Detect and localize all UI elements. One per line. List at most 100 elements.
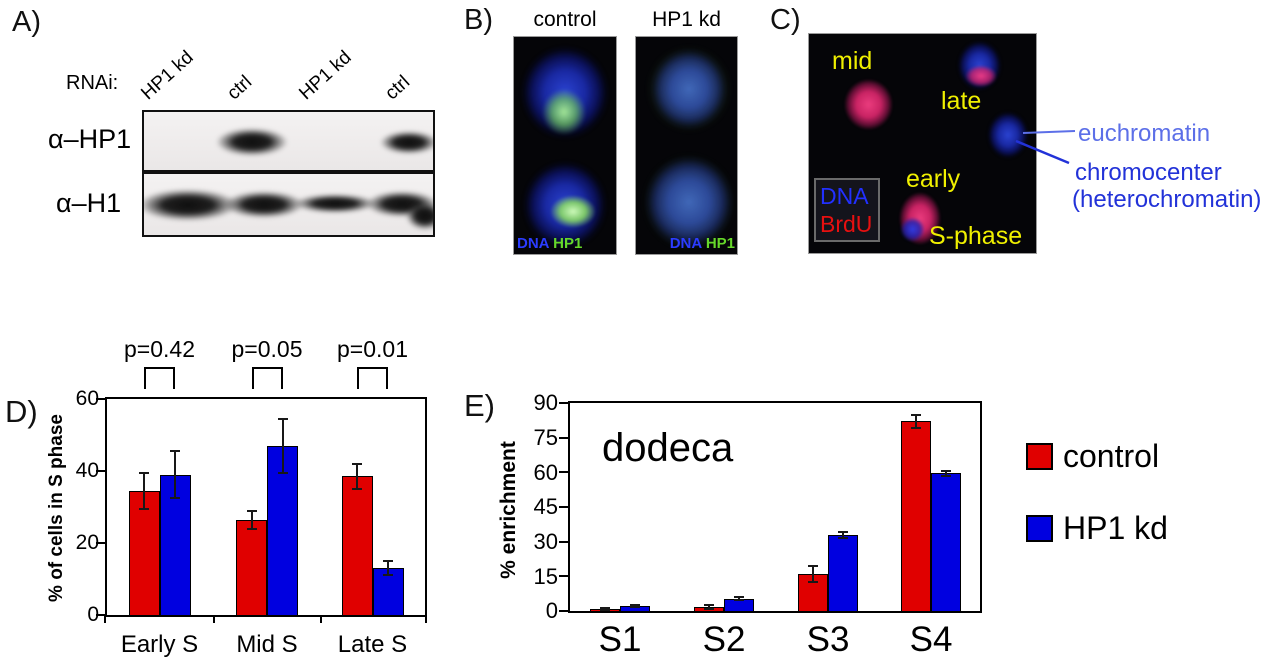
error-bar-line [812, 565, 814, 583]
error-bar-cap [630, 606, 640, 609]
y-tick-label: 40 [75, 458, 99, 482]
phase-label-early: early [906, 165, 961, 193]
error-bar-cap [352, 462, 362, 465]
blot-band [294, 194, 376, 213]
pvalue-bracket [144, 367, 175, 389]
hp1-focus [542, 89, 586, 135]
error-bar-cap [600, 608, 610, 611]
y-tick-label: 45 [533, 494, 558, 520]
b-image-control: DNA HP1 [513, 36, 617, 255]
error-bar-line [174, 451, 176, 498]
error-bar-cap [704, 608, 714, 611]
y-tick [559, 610, 568, 612]
error-bar-cap [170, 497, 180, 499]
error-bar-line [708, 605, 710, 610]
error-bar-cap [600, 606, 610, 609]
y-tick [559, 471, 568, 474]
y-tick-label: 60 [75, 386, 99, 410]
cell-nucleus [650, 48, 728, 130]
error-bar-line [915, 414, 917, 429]
blot-box-anti-hp1 [142, 110, 435, 172]
y-tick-label: 75 [533, 424, 558, 450]
error-bar-cap [838, 536, 848, 539]
error-bar-line [143, 472, 145, 509]
error-bar-line [250, 510, 253, 529]
error-bar-cap [139, 471, 149, 474]
pvalue-label: p=0.05 [231, 336, 303, 362]
error-bar-cap [139, 507, 149, 510]
error-bar-cap [383, 574, 393, 577]
blot-band [224, 191, 304, 218]
blot-band [406, 202, 433, 230]
x-category-label: Mid S [236, 631, 298, 658]
x-category-label: S3 [806, 620, 850, 659]
pvalue-label: p=0.01 [337, 336, 408, 362]
annotation-euchromatin: euchromatin [1078, 120, 1211, 147]
error-bar-cap [808, 564, 818, 567]
legend-dna-label: DNA [820, 183, 869, 209]
phase-label-mid: mid [832, 47, 873, 75]
chromocenter-pointer-line [1015, 139, 1070, 165]
y-tick [559, 436, 568, 439]
y-tick [559, 540, 568, 543]
error-bar-cap [808, 581, 818, 584]
rnai-label: RNAi: [66, 72, 119, 94]
hp1-focus [550, 195, 596, 228]
panel-d-label: D) [5, 394, 38, 429]
error-bar-cap [630, 603, 640, 606]
error-bar-cap [911, 413, 921, 416]
lane-label-3: HP1 kd [295, 46, 356, 105]
phase-label-sphase: S-phase [929, 222, 1023, 250]
error-bar-cap [734, 598, 744, 601]
y-tick [96, 470, 105, 472]
c-cell-mid [844, 79, 893, 130]
error-bar-cap [277, 417, 288, 420]
c-late-brdu-patch [965, 65, 997, 87]
x-tick [212, 615, 215, 623]
y-tick-label: 90 [533, 390, 558, 416]
antibody-label-hp1: α–HP1 [48, 124, 132, 154]
error-bar-line [387, 561, 389, 576]
annotation-chromocenter: chromocenter [1075, 159, 1222, 186]
error-bar-cap [170, 450, 180, 453]
bar-control [128, 490, 160, 615]
d-y-axis-label: % of cells in S phase [46, 414, 67, 602]
error-bar-cap [838, 530, 848, 533]
y-tick-label: 20 [75, 530, 99, 554]
blot-band [380, 131, 433, 154]
c-stain-legend: DNA BrdU [814, 178, 880, 242]
c-image: mid late early S-phase DNA BrdU [808, 33, 1037, 254]
hp1-stain-label: HP1 [553, 235, 583, 252]
panel-a-label: A) [12, 6, 41, 38]
y-tick-label: 15 [533, 563, 558, 589]
phase-label-late: late [941, 87, 982, 115]
error-bar-cap [941, 474, 951, 477]
e-chart-title: dodeca [602, 426, 734, 470]
y-tick [559, 506, 568, 508]
x-tick [319, 615, 322, 623]
c-early-chromocenter-patch [900, 217, 925, 242]
panel-e-label: E) [464, 388, 495, 423]
error-bar-cap [246, 527, 257, 530]
x-category-label: Late S [337, 631, 408, 658]
x-category-label: S1 [598, 620, 642, 659]
bar-hp1kd [931, 473, 961, 611]
cell-nucleus [644, 155, 734, 249]
error-bar-cap [734, 596, 744, 599]
error-bar-line [945, 471, 947, 476]
error-bar-cap [277, 471, 288, 474]
dna-stain-label: DNA [669, 235, 702, 252]
error-bar-cap [383, 560, 393, 562]
annotation-heterochromatin: (heterochromatin) [1072, 186, 1262, 213]
lane-label-4: ctrl [381, 71, 415, 105]
lane-label-2: ctrl [223, 71, 257, 105]
pvalue-label: p=0.42 [124, 336, 195, 362]
legend-label-control: control [1063, 438, 1160, 474]
bar-control [341, 476, 373, 615]
x-category-label: Early S [120, 631, 199, 658]
error-bar-cap [352, 488, 362, 490]
y-tick-label: 30 [533, 528, 558, 554]
y-tick [96, 542, 105, 544]
bar-control [236, 519, 267, 615]
